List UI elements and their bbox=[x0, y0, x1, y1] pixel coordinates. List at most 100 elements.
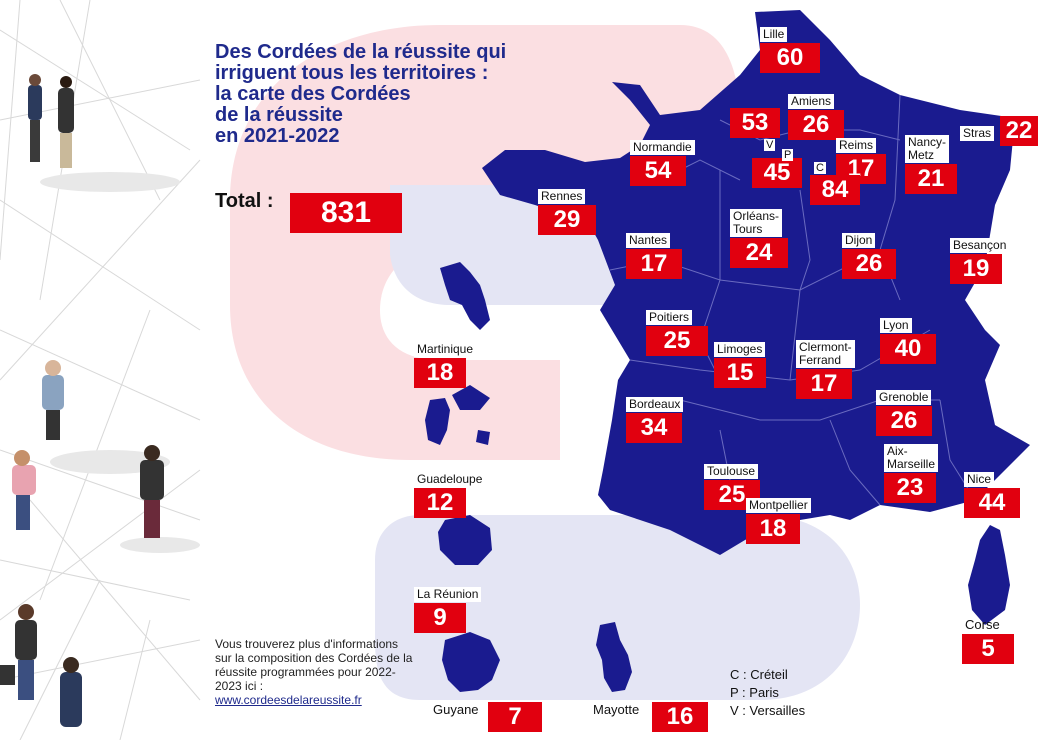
region-name: Poitiers bbox=[646, 310, 693, 325]
tag-paris: P bbox=[782, 149, 794, 161]
region-value: 26 bbox=[876, 406, 932, 436]
region-name: Bordeaux bbox=[626, 397, 684, 412]
guadeloupe-shape bbox=[425, 385, 490, 445]
region-name: Normandie bbox=[630, 140, 695, 155]
region-name: Grenoble bbox=[876, 390, 932, 405]
martinique-shape bbox=[440, 262, 490, 330]
region-poitiers: Poitiers 25 bbox=[646, 308, 708, 356]
region-name: Clermont- Ferrand bbox=[796, 340, 855, 368]
region-aix-marseille: Aix- Marseille 23 bbox=[884, 444, 954, 503]
region-name: La Réunion bbox=[414, 587, 482, 602]
region-name: Nantes bbox=[626, 233, 671, 248]
info-block: Vous trouverez plus d'informations sur l… bbox=[215, 637, 415, 707]
legend-creteil: C : Créteil bbox=[730, 667, 788, 682]
region-name: Guadeloupe bbox=[414, 472, 486, 487]
region-nice: Nice 44 bbox=[964, 470, 1020, 518]
region-value: 60 bbox=[760, 43, 820, 73]
region-guadeloupe: Guadeloupe 12 bbox=[414, 470, 514, 518]
website-link[interactable]: www.cordeesdelareussite.fr bbox=[215, 693, 362, 707]
region-versailles: 45 bbox=[752, 158, 802, 188]
region-value: 15 bbox=[714, 358, 766, 388]
region-reims: Reims 17 bbox=[836, 136, 886, 184]
region-value: 5 bbox=[962, 634, 1014, 664]
region-creteil: 84 bbox=[810, 175, 860, 205]
region-lille: Lille 60 bbox=[760, 25, 820, 73]
region-orleans-tours: Orléans- Tours 24 bbox=[730, 209, 788, 268]
region-value: 53 bbox=[730, 108, 780, 138]
region-value: 9 bbox=[414, 603, 466, 633]
region-name: Lyon bbox=[880, 318, 912, 333]
region-value: 17 bbox=[796, 369, 852, 399]
network-lines bbox=[0, 0, 201, 740]
region-value: 44 bbox=[964, 488, 1020, 518]
guyane-shape bbox=[442, 632, 500, 692]
region-name: Toulouse bbox=[704, 464, 759, 479]
region-name: Orléans- Tours bbox=[730, 209, 783, 237]
region-nantes: Nantes 17 bbox=[626, 231, 682, 279]
region-unnamed-53: 53 bbox=[730, 108, 780, 138]
region-name: Mayotte bbox=[593, 702, 640, 717]
region-grenoble: Grenoble 26 bbox=[876, 388, 932, 436]
region-value: 24 bbox=[730, 238, 788, 268]
mayotte-shape bbox=[596, 622, 632, 692]
tag-creteil: C bbox=[814, 162, 826, 174]
region-name: Dijon bbox=[842, 233, 876, 248]
region-value: 7 bbox=[488, 702, 542, 732]
reunion-shape bbox=[438, 515, 492, 565]
region-value: 22 bbox=[1000, 116, 1038, 146]
region-name: Amiens bbox=[788, 94, 835, 109]
region-value: 19 bbox=[950, 254, 1002, 284]
region-value: 21 bbox=[905, 164, 957, 194]
region-name: Nice bbox=[964, 472, 995, 487]
region-name: Guyane bbox=[433, 702, 479, 717]
region-besancon: Besançon 19 bbox=[950, 236, 1010, 284]
region-name: Rennes bbox=[538, 189, 586, 204]
region-value: 45 bbox=[752, 158, 802, 188]
region-value: 23 bbox=[884, 473, 936, 503]
region-nancy-metz: Nancy- Metz 21 bbox=[905, 135, 957, 194]
corse-shape bbox=[968, 525, 1010, 625]
region-value: 25 bbox=[646, 326, 708, 356]
region-value: 18 bbox=[746, 514, 800, 544]
region-value: 54 bbox=[630, 156, 686, 186]
region-corse: Corse 5 bbox=[962, 616, 1014, 664]
region-strasbourg: Stras 22 bbox=[960, 116, 1038, 146]
region-value: 40 bbox=[880, 334, 936, 364]
info-text: Vous trouverez plus d'informations sur l… bbox=[215, 637, 413, 693]
region-name: Martinique bbox=[414, 342, 477, 357]
region-value: 12 bbox=[414, 488, 466, 518]
region-value: 16 bbox=[652, 702, 708, 732]
region-value: 26 bbox=[788, 110, 844, 140]
region-rennes: Rennes 29 bbox=[538, 187, 596, 235]
region-name: Nancy- Metz bbox=[905, 135, 950, 163]
region-name: Corse bbox=[965, 617, 1000, 632]
region-lyon: Lyon 40 bbox=[880, 316, 936, 364]
region-normandie: Normandie 54 bbox=[630, 138, 695, 186]
region-name: Lille bbox=[760, 27, 788, 42]
total-label: Total : bbox=[215, 190, 274, 212]
region-amiens: Amiens 26 bbox=[788, 92, 844, 140]
region-mayotte: Mayotte 16 bbox=[590, 702, 710, 732]
region-martinique: Martinique 18 bbox=[414, 340, 504, 388]
legend: C : Créteil P : Paris V : Versailles bbox=[730, 666, 805, 720]
region-name: Reims bbox=[836, 138, 877, 153]
region-name: Limoges bbox=[714, 342, 766, 357]
people-illustrations bbox=[0, 74, 200, 727]
region-name: Stras bbox=[960, 126, 995, 141]
page-title: Des Cordées de la réussite qui irriguent… bbox=[215, 41, 507, 147]
region-guyane: Guyane 7 bbox=[430, 702, 542, 732]
region-value: 17 bbox=[836, 154, 886, 184]
tag-versailles: V bbox=[764, 139, 776, 151]
region-name: Montpellier bbox=[746, 498, 811, 513]
region-montpellier: Montpellier 18 bbox=[746, 496, 828, 544]
total-value: 831 bbox=[290, 193, 402, 233]
region-value: 18 bbox=[414, 358, 466, 388]
region-value: 17 bbox=[626, 249, 682, 279]
region-bordeaux: Bordeaux 34 bbox=[626, 395, 684, 443]
region-name: Aix- Marseille bbox=[884, 444, 939, 472]
region-clermont-ferrand: Clermont- Ferrand 17 bbox=[796, 340, 855, 399]
legend-versailles: V : Versailles bbox=[730, 703, 806, 718]
region-name: Besançon bbox=[950, 238, 1010, 253]
region-limoges: Limoges 15 bbox=[714, 340, 766, 388]
legend-paris: P : Paris bbox=[730, 685, 779, 700]
